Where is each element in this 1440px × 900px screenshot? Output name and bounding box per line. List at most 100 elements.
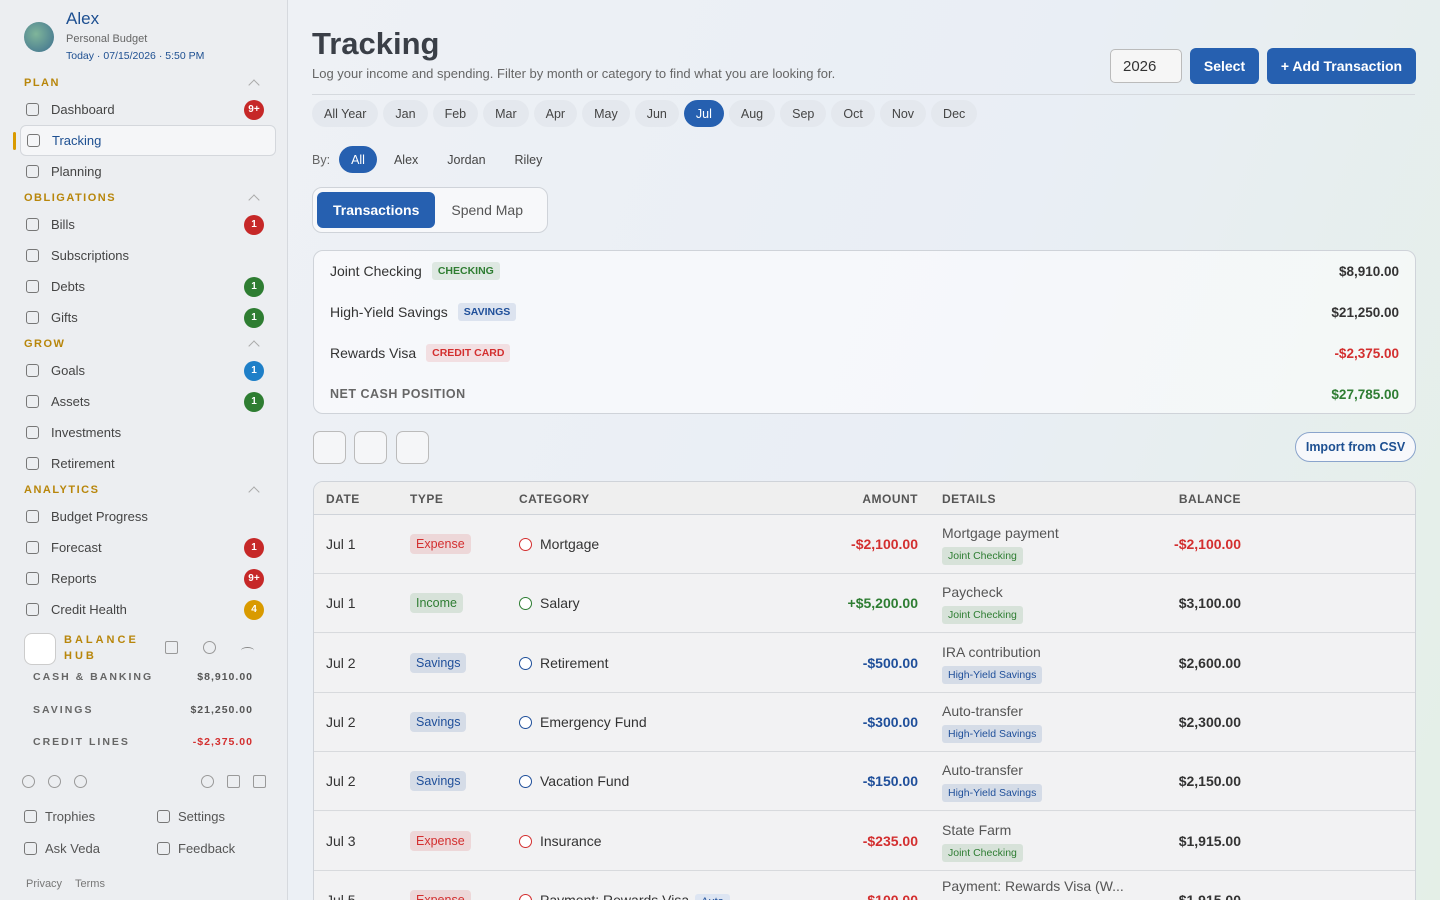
column-header[interactable]: TYPE (410, 492, 444, 506)
category-label: Salary (540, 595, 580, 612)
month-pill[interactable]: Aug (728, 100, 776, 127)
person-pill[interactable]: All (339, 146, 377, 173)
section-header[interactable]: GROW (20, 333, 276, 355)
footer-link[interactable]: Settings (157, 809, 225, 824)
filter-button[interactable] (313, 431, 346, 464)
account-tag: SAVINGS (457, 303, 517, 321)
table-row[interactable]: Jul 1 Expense Mortgage -$2,100.00 Mortgage p… (314, 515, 1415, 574)
person-pill[interactable]: Riley (514, 152, 543, 167)
date: Jul 5 (326, 891, 356, 900)
month-pill[interactable]: Feb (432, 100, 479, 127)
month-pill[interactable]: Sep (780, 100, 827, 127)
icon[interactable] (22, 775, 35, 788)
icon[interactable] (203, 641, 216, 654)
section-header[interactable]: PLAN (20, 72, 276, 94)
category: Salary (519, 595, 580, 611)
month-pill[interactable]: Nov (879, 100, 927, 127)
nav-label: Forecast (51, 540, 102, 555)
legal-link[interactable]: Privacy (26, 878, 63, 890)
details: Mortgage payment (942, 525, 1059, 541)
column-header[interactable]: BALANCE (1178, 492, 1241, 506)
table-row[interactable]: Jul 2 Savings Vacation Fund -$150.00 Auto-tr… (314, 752, 1415, 812)
nav-item[interactable]: Assets 1 (20, 386, 276, 417)
table-row[interactable]: Jul 3 Expense Insurance -$235.00 State Farm J… (314, 811, 1415, 871)
nav-item[interactable]: Subscriptions (20, 240, 276, 271)
table-row[interactable]: Jul 2 Savings Emergency Fund -$300.00 Auto-t… (314, 692, 1415, 752)
month-pill[interactable]: Dec (931, 100, 978, 127)
month-pill[interactable]: May (582, 100, 630, 127)
footer-link[interactable]: Feedback (157, 841, 235, 856)
icon[interactable] (74, 775, 87, 788)
column-header[interactable]: CATEGORY (519, 492, 590, 506)
person-pill[interactable]: Alex (393, 152, 419, 167)
details: Auto-transfer (942, 762, 1023, 779)
nav-item[interactable]: Debts 1 (20, 271, 276, 302)
footer-link[interactable]: Trophies (24, 809, 95, 824)
nav-item[interactable]: Credit Health 4 (20, 594, 276, 625)
badge: 1 (244, 307, 264, 328)
type-pill: Savings (410, 771, 467, 792)
person-pill[interactable]: Jordan (447, 152, 486, 167)
nav-item[interactable]: Tracking (13, 125, 276, 156)
hub-row: CREDIT LINES -$2,375.00 (33, 736, 253, 748)
nav-item[interactable]: Dashboard 9+ (20, 94, 276, 125)
import-button[interactable]: Import from CSV (1295, 432, 1416, 462)
month-pill[interactable]: All Year (312, 100, 379, 127)
account-tag: High-Yield Savings (942, 784, 1043, 803)
add-button[interactable]: + Add Transaction (1267, 48, 1416, 84)
nav-item[interactable]: Investments (20, 417, 276, 448)
column-header[interactable]: DETAILS (942, 492, 996, 506)
table-row[interactable]: Jul 2 Savings Retirement -$500.00 IRA contri… (314, 633, 1415, 693)
nav-item[interactable]: Reports 9+ (20, 563, 276, 594)
nav-item[interactable]: Planning (20, 156, 276, 187)
section-header[interactable]: OBLIGATIONS (20, 187, 276, 209)
footer-link[interactable]: Ask Veda (24, 841, 100, 856)
date: Jul 1 (326, 536, 356, 552)
nav-item[interactable]: Budget Progress (20, 501, 276, 532)
link-icon (157, 842, 170, 855)
year-select[interactable]: 2026 (1110, 49, 1182, 83)
main: Tracking Log your income and spending. F… (288, 0, 1440, 900)
nav-item[interactable]: Forecast 1 (20, 532, 276, 563)
month-pill[interactable]: Mar (483, 100, 529, 127)
legal-link[interactable]: Terms (75, 878, 105, 890)
month-pill[interactable]: Jul (683, 100, 724, 127)
month-filter: All Year Jan Feb Mar Apr May Jun Jul Aug Sep Oct No… (312, 100, 978, 127)
details: Auto-transfer (942, 702, 1023, 719)
nav-label: Credit Health (51, 602, 127, 617)
table-row[interactable]: Jul 1 Income Salary +$5,200.00 Paycheck Joint… (314, 574, 1415, 634)
month-pill[interactable]: Jan (383, 100, 428, 127)
nav-item[interactable]: Retirement (20, 448, 276, 479)
section-header[interactable]: ANALYTICS (20, 479, 276, 501)
tab[interactable]: Spend Map (451, 202, 523, 218)
wallet-button[interactable] (354, 431, 387, 464)
hub-row: SAVINGS $21,250.00 (33, 704, 253, 716)
nav-item[interactable]: Goals 1 (20, 355, 276, 386)
month-pill[interactable]: Jun (634, 100, 679, 127)
icon[interactable] (241, 647, 254, 654)
icon[interactable] (227, 775, 240, 788)
category-icon (519, 656, 532, 670)
month-pill[interactable]: Apr (533, 100, 578, 127)
transactions-table: DATE TYPE CATEGORY AMOUNT DETAILS BALANCE Jul … (313, 481, 1416, 900)
nav-item[interactable]: Bills 1 (20, 209, 276, 240)
balance: $2,600.00 (1178, 654, 1241, 671)
nav-item[interactable]: Gifts 1 (20, 302, 276, 333)
icon[interactable] (201, 775, 214, 788)
sort-button[interactable] (396, 431, 429, 464)
select-button[interactable]: Select (1190, 48, 1259, 84)
category-icon (519, 834, 532, 848)
category-label: Mortgage (540, 536, 600, 552)
month-pill[interactable]: Oct (831, 100, 875, 127)
column-header[interactable]: AMOUNT (862, 492, 918, 506)
tab[interactable]: Transactions (317, 192, 436, 228)
nav-icon (27, 134, 40, 147)
balance: $1,915.00 (1178, 891, 1241, 900)
column-header[interactable]: DATE (326, 492, 360, 506)
table-row[interactable]: Jul 5 Expense Payment: Rewards Visa Auto -$1… (314, 870, 1415, 900)
icon[interactable] (253, 775, 266, 788)
section-title: ANALYTICS (24, 484, 100, 496)
icon[interactable] (48, 775, 61, 788)
icon[interactable] (165, 641, 178, 654)
chevron (248, 486, 260, 498)
